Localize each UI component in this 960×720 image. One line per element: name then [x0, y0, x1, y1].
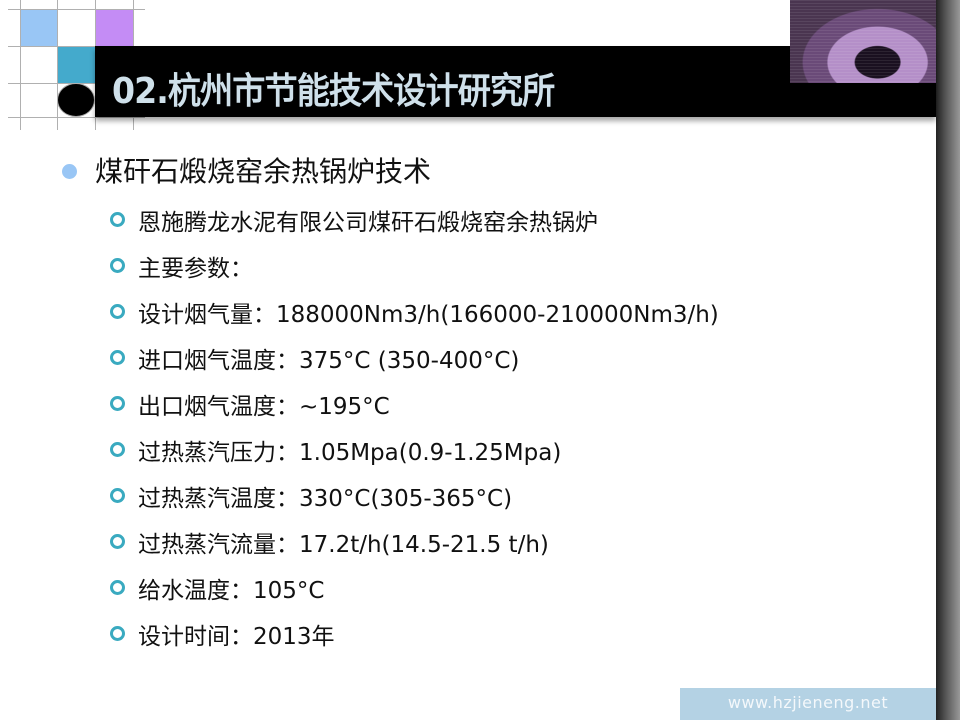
list-item: 过热蒸汽温度：330°C(305-365°C) [138, 486, 513, 512]
bullet-ring-icon [110, 350, 125, 365]
bullet-ring-icon [110, 442, 125, 457]
list-item: 主要参数： [138, 256, 253, 282]
grid-line [8, 9, 145, 10]
bullet-ring-icon [110, 534, 125, 549]
bullet-dot-icon [62, 164, 77, 179]
light-blue-square [20, 9, 57, 46]
bullet-ring-icon [110, 258, 125, 273]
heading-bullet: 煤矸石煅烧窑余热锅炉技术 [95, 155, 432, 188]
list-item: 进口烟气温度：375°C (350-400°C) [138, 348, 520, 374]
bullet-ring-icon [110, 488, 125, 503]
grid-line [8, 83, 145, 84]
bullet-ring-icon [110, 304, 125, 319]
black-circle [57, 83, 95, 117]
grid-line [57, 0, 58, 130]
grid-line [20, 0, 21, 130]
decorative-photo [790, 0, 936, 83]
bullet-ring-icon [110, 580, 125, 595]
right-shadow-strip [936, 0, 960, 720]
bullet-ring-icon [110, 212, 125, 227]
list-item: 恩施腾龙水泥有限公司煤矸石煅烧窑余热锅炉 [138, 210, 598, 236]
list-item: 出口烟气温度：~195°C [138, 394, 390, 420]
list-item: 设计烟气量：188000Nm3/h(166000-210000Nm3/h) [138, 302, 719, 328]
footer-website: www.hzjieneng.net [680, 688, 936, 720]
list-item: 设计时间：2013年 [138, 624, 335, 650]
bullet-ring-icon [110, 626, 125, 641]
bullet-ring-icon [110, 396, 125, 411]
list-item: 给水温度：105°C [138, 578, 325, 604]
purple-square [95, 9, 133, 46]
list-item: 过热蒸汽流量：17.2t/h(14.5-21.5 t/h) [138, 532, 549, 558]
grid-line [8, 117, 145, 118]
teal-square [57, 46, 95, 83]
slide-title: 02.杭州市节能技术设计研究所 [112, 71, 555, 112]
list-item: 过热蒸汽压力：1.05Mpa(0.9-1.25Mpa) [138, 440, 562, 466]
